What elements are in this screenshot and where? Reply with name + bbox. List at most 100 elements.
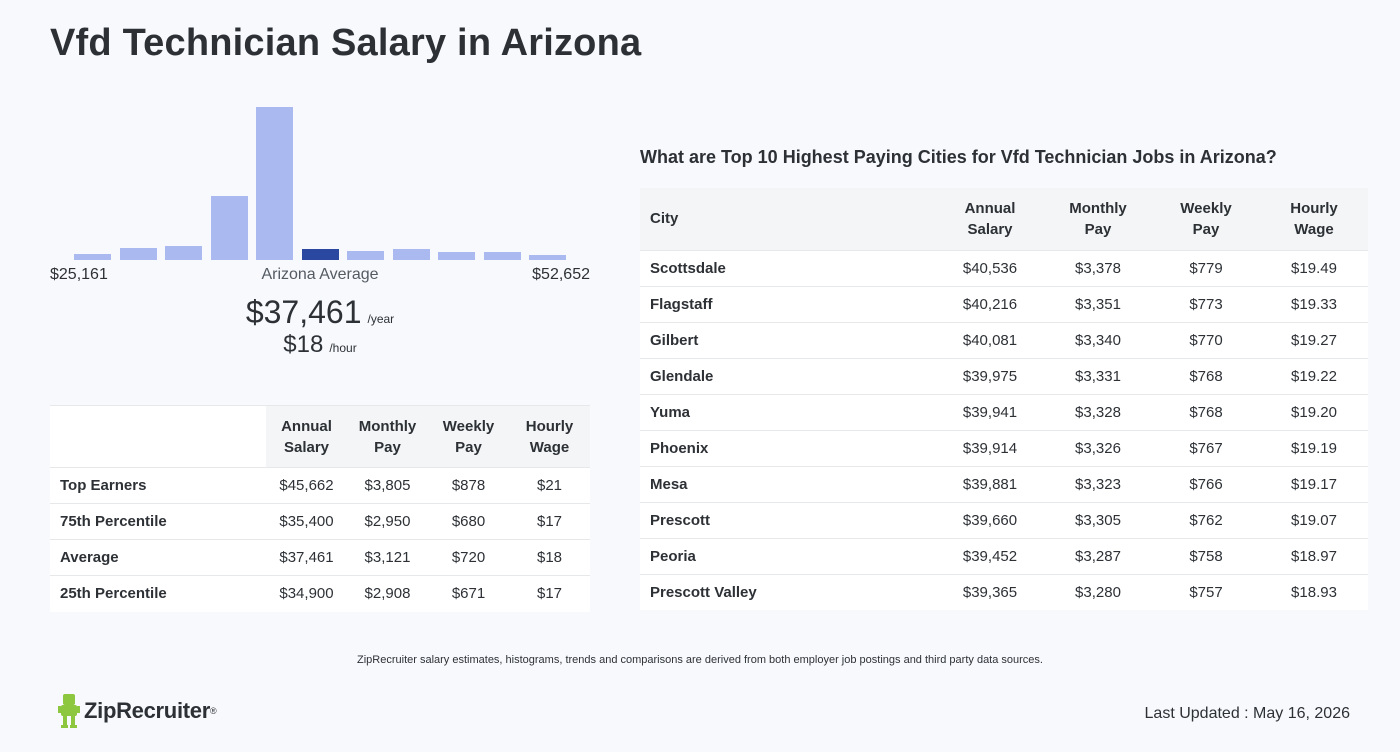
cell-hourly: $19.33 <box>1260 285 1368 322</box>
cell-monthly: $3,351 <box>1044 285 1152 322</box>
cell-city: Flagstaff <box>640 285 936 322</box>
cell-weekly: $767 <box>1152 429 1260 466</box>
header-weekly-pay: Weekly Pay <box>1152 188 1260 250</box>
ziprecruiter-logo[interactable]: ZipRecruiter ® <box>58 694 217 728</box>
cell-weekly: $779 <box>1152 249 1260 286</box>
cell-hourly: $21 <box>509 467 590 504</box>
cities-table-header: City Annual Salary Monthly Pay Weekly Pa… <box>640 188 1368 250</box>
cell-annual: $34,900 <box>266 575 347 612</box>
cell-annual: $40,216 <box>936 285 1044 322</box>
cell-hourly: $19.49 <box>1260 249 1368 286</box>
row-label: Average <box>50 539 266 576</box>
average-yearly: $37,461/year <box>50 294 590 331</box>
cell-annual: $39,914 <box>936 429 1044 466</box>
cell-hourly: $19.19 <box>1260 429 1368 466</box>
histogram-bar <box>119 247 157 260</box>
cell-monthly: $2,950 <box>347 503 428 540</box>
cell-city: Yuma <box>640 393 936 430</box>
cities-table: City Annual Salary Monthly Pay Weekly Pa… <box>640 188 1368 610</box>
table-row: Mesa $39,881 $3,323 $766 $19.17 <box>640 465 1368 502</box>
cell-city: Mesa <box>640 465 936 502</box>
cell-weekly: $770 <box>1152 321 1260 358</box>
header-weekly-pay: Weekly Pay <box>428 405 509 468</box>
table-row: Average $37,461 $3,121 $720 $18 <box>50 539 590 576</box>
average-yearly-value: $37,461 <box>245 294 362 330</box>
table-row: Yuma $39,941 $3,328 $768 $19.20 <box>640 393 1368 430</box>
cell-annual: $39,452 <box>936 537 1044 574</box>
cell-hourly: $18.97 <box>1260 537 1368 574</box>
cell-weekly: $757 <box>1152 573 1260 610</box>
average-hourly-unit: /hour <box>329 341 357 355</box>
cell-weekly: $720 <box>428 539 509 576</box>
footnote: ZipRecruiter salary estimates, histogram… <box>357 654 1043 666</box>
header-hourly-wage: Hourly Wage <box>509 405 590 468</box>
histogram-bar <box>347 250 384 260</box>
cell-city: Prescott Valley <box>640 573 936 610</box>
cell-city: Peoria <box>640 537 936 574</box>
logo-text: ZipRecruiter <box>84 698 210 723</box>
last-updated: Last Updated : May 16, 2026 <box>1144 705 1350 722</box>
histogram-bar <box>301 249 339 260</box>
cell-weekly: $762 <box>1152 501 1260 538</box>
cell-hourly: $19.27 <box>1260 321 1368 358</box>
header-city: City <box>640 188 936 250</box>
cell-weekly: $758 <box>1152 537 1260 574</box>
table-row: Prescott Valley $39,365 $3,280 $757 $18.93 <box>640 573 1368 610</box>
cell-monthly: $3,328 <box>1044 393 1152 430</box>
cell-annual: $45,662 <box>266 467 347 504</box>
cell-monthly: $3,323 <box>1044 465 1152 502</box>
histogram-bar <box>483 252 521 260</box>
cell-weekly: $878 <box>428 467 509 504</box>
table-row: 25th Percentile $34,900 $2,908 $671 $17 <box>50 575 590 612</box>
percentile-table: Annual Salary Monthly Pay Weekly Pay Hou… <box>50 405 590 612</box>
cell-monthly: $3,805 <box>347 467 428 504</box>
cell-city: Glendale <box>640 357 936 394</box>
average-yearly-unit: /year <box>367 312 395 326</box>
cell-annual: $39,365 <box>936 573 1044 610</box>
histogram-average-label: Arizona Average <box>261 266 379 283</box>
header-monthly-pay: Monthly Pay <box>1044 188 1152 250</box>
cell-annual: $39,881 <box>936 465 1044 502</box>
row-label: Top Earners <box>50 467 266 504</box>
histogram-bar <box>438 252 475 260</box>
cell-weekly: $680 <box>428 503 509 540</box>
histogram-max-label: $52,652 <box>532 266 590 283</box>
header-hourly-wage: Hourly Wage <box>1260 188 1368 250</box>
cell-weekly: $768 <box>1152 393 1260 430</box>
cell-annual: $39,660 <box>936 501 1044 538</box>
cell-annual: $40,536 <box>936 249 1044 286</box>
table-row: 75th Percentile $35,400 $2,950 $680 $17 <box>50 503 590 540</box>
cell-weekly: $766 <box>1152 465 1260 502</box>
row-label: 25th Percentile <box>50 575 266 612</box>
histogram-bar <box>210 195 248 260</box>
header-annual-salary: Annual Salary <box>266 405 347 468</box>
cell-weekly: $773 <box>1152 285 1260 322</box>
cell-monthly: $3,326 <box>1044 429 1152 466</box>
cell-monthly: $3,280 <box>1044 573 1152 610</box>
cell-weekly: $671 <box>428 575 509 612</box>
page-title: Vfd Technician Salary in Arizona <box>50 22 642 64</box>
cell-hourly: $17 <box>509 575 590 612</box>
cell-city: Scottsdale <box>640 249 936 286</box>
cell-hourly: $18.93 <box>1260 573 1368 610</box>
table-row: Scottsdale $40,536 $3,378 $779 $19.49 <box>640 249 1368 286</box>
percentile-table-header: Annual Salary Monthly Pay Weekly Pay Hou… <box>50 405 590 468</box>
table-row: Gilbert $40,081 $3,340 $770 $19.27 <box>640 321 1368 358</box>
table-row: Flagstaff $40,216 $3,351 $773 $19.33 <box>640 285 1368 322</box>
histogram-min-label: $25,161 <box>50 266 108 283</box>
cell-monthly: $3,121 <box>347 539 428 576</box>
cell-annual: $35,400 <box>266 503 347 540</box>
row-label: 75th Percentile <box>50 503 266 540</box>
histogram-bar <box>74 253 111 260</box>
cell-city: Gilbert <box>640 321 936 358</box>
cell-city: Phoenix <box>640 429 936 466</box>
cell-monthly: $3,305 <box>1044 501 1152 538</box>
cities-section-title: What are Top 10 Highest Paying Cities fo… <box>640 147 1277 167</box>
cell-annual: $39,975 <box>936 357 1044 394</box>
cell-city: Prescott <box>640 501 936 538</box>
cell-hourly: $19.22 <box>1260 357 1368 394</box>
cell-monthly: $3,340 <box>1044 321 1152 358</box>
table-row: Phoenix $39,914 $3,326 $767 $19.19 <box>640 429 1368 466</box>
average-hourly-value: $18 <box>283 331 324 358</box>
table-row: Peoria $39,452 $3,287 $758 $18.97 <box>640 537 1368 574</box>
